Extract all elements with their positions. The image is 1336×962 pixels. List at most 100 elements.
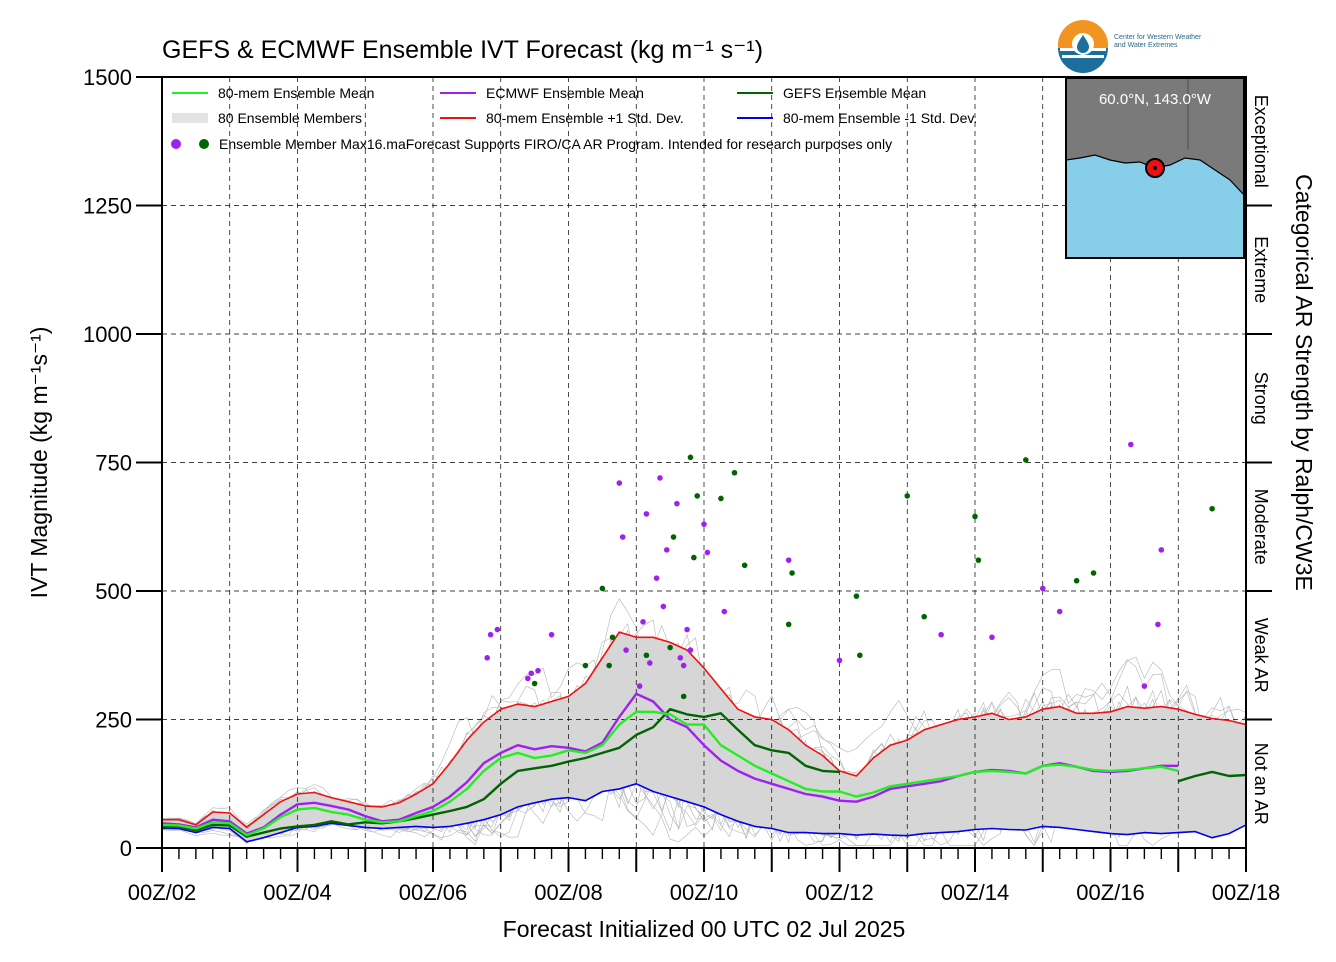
category-label: Extreme [1251,236,1271,303]
location-marker-center [1153,166,1157,170]
ecmwf-max-point [623,647,629,653]
y-tick-label: 250 [95,708,132,733]
gefs-max-point [609,634,616,641]
gefs-max-point [1023,457,1029,463]
ecmwf-max-point [636,683,643,689]
y-tick-label: 1000 [83,322,132,347]
ecmwf-max-point [701,521,707,527]
gefs-max-point [1073,577,1080,584]
gefs-max-point [921,613,927,620]
gefs-max-point [670,534,677,540]
inset-map [1065,77,1245,259]
ecmwf-max-point [619,534,626,540]
legend-label: ECMWF Ensemble Mean [486,85,644,101]
cw3e-logo: Center for Western Weather and Water Ext… [1056,18,1246,74]
category-label: Strong [1251,372,1271,425]
legend-ecmwf-dot [171,139,181,149]
ecmwf-max-point [528,670,535,677]
gefs-max-point [599,585,606,592]
x-tick-label: 00Z/12 [805,880,874,905]
gefs-max-point [904,493,911,499]
category-label: Moderate [1251,489,1271,565]
x-tick-label: 00Z/02 [128,880,197,905]
ecmwf-max-point [640,619,646,625]
gefs-max-point [643,652,650,659]
gefs-max-point [667,644,673,651]
ecmwf-max-point [721,608,728,615]
ecmwf-max-point [836,657,843,664]
ecmwf-max-point [785,557,792,563]
x-tick-label: 00Z/06 [399,880,468,905]
ecmwf-max-point [548,631,555,638]
gefs-max-point [691,554,697,561]
logo-text-line1: Center for Western Weather [1114,34,1202,41]
ecmwf-max-point [535,667,541,674]
ecmwf-max-point [677,655,684,661]
ecmwf-max-point [1155,621,1161,628]
legend-label: 80-mem Ensemble -1 Std. Dev. [783,110,977,126]
x-tick-label: 00Z/18 [1212,880,1281,905]
right-axis-label: Categorical AR Strength by Ralph/CW3E [1291,174,1317,591]
legend-gefs-dot [199,139,209,149]
gefs-max-point [694,493,701,499]
gefs-max-point [853,593,860,599]
series-line-gefs-ensemble-mean [161,708,1247,838]
legend-label: Ensemble Member Max16.maForecast Support… [219,136,892,152]
ecmwf-max-point [487,631,494,638]
y-tick-label: 1500 [83,65,132,90]
y-tick-label: 750 [95,451,132,476]
ecmwf-max-point [1128,441,1134,448]
ecmwf-max-point [657,475,663,481]
legend-label: 80-mem Ensemble +1 Std. Dev. [486,110,684,126]
ecmwf-max-point [674,500,680,507]
legend-label: GEFS Ensemble Mean [783,85,926,101]
series-line-80-mem-ensemble-1-std-dev- [162,631,1247,829]
gefs-max-point [718,495,724,502]
gefs-max-point [741,562,748,569]
x-tick-label: 00Z/14 [941,880,1010,905]
ocean-area [1066,155,1244,258]
ecmwf-max-point [647,660,653,666]
gefs-max-point [582,662,589,669]
ecmwf-max-point [1056,608,1063,615]
gefs-max-point [606,662,612,669]
chart-title: GEFS & ECMWF Ensemble IVT Forecast (kg m… [162,36,763,64]
legend-label: 80-mem Ensemble Mean [218,85,374,101]
gefs-max-point [972,513,978,520]
max-points [484,441,1215,700]
inset-map-label: 60.0°N, 143.0°W [1098,91,1212,108]
y-tick-label: 1250 [83,194,132,219]
ecmwf-max-point [1141,683,1148,689]
logo-text-line2: and Water Extremes [1114,42,1178,49]
category-label: Not an AR [1251,743,1271,825]
gefs-max-point [1209,505,1215,512]
ecmwf-max-point [653,575,660,581]
x-axis-label: Forecast Initialized 00 UTC 02 Jul 2025 [503,916,906,942]
ecmwf-max-point [684,626,690,633]
ecmwf-max-point [643,511,650,517]
x-tick-label: 00Z/04 [263,880,332,905]
cw3e-logo-icon [1058,20,1108,73]
y-tick-label: 500 [95,579,132,604]
legend-label: 80 Ensemble Members [218,110,362,126]
ecmwf-max-point [687,647,694,653]
ecmwf-max-point [525,675,531,682]
gefs-max-point [975,557,982,563]
x-tick-label: 00Z/16 [1076,880,1145,905]
series-line-80-mem-ensemble-mean [161,710,1179,837]
x-tick-label: 00Z/08 [534,880,603,905]
category-label: Weak AR [1251,618,1271,693]
y-axis-label: IVT Magnitude (kg m⁻¹s⁻¹) [26,327,52,599]
gefs-max-point [731,469,738,476]
x-tick-label: 00Z/10 [670,880,739,905]
gefs-max-point [531,680,538,687]
ecmwf-max-point [1039,585,1046,592]
ecmwf-max-point [680,662,687,669]
ecmwf-max-point [704,549,711,556]
y-tick-label: 0 [120,836,132,861]
ecmwf-max-point [494,626,501,633]
ecmwf-max-point [938,631,944,638]
gefs-max-point [1090,570,1097,576]
gefs-max-point [857,652,863,659]
